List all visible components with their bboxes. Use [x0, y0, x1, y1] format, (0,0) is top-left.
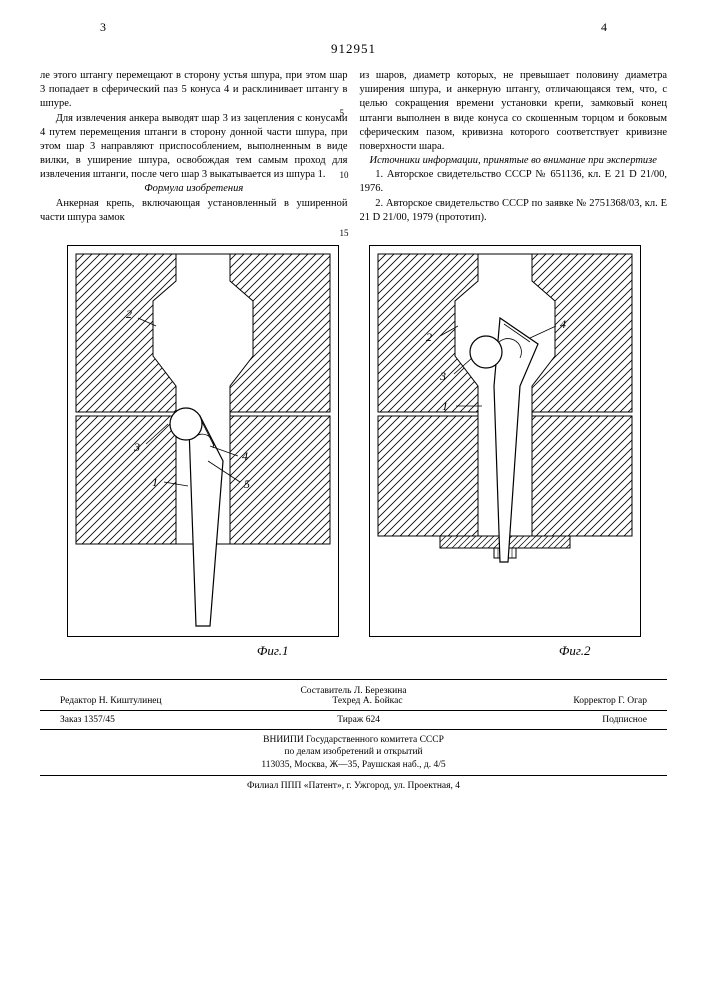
credits-row-1: Редактор Н. Киштулинец Техред А. Бойкас …: [40, 696, 667, 706]
para: Анкерная крепь, включающая установленный…: [40, 197, 348, 225]
para: Для извлечения анкера выводят шар 3 из з…: [40, 112, 348, 183]
column-left: ле этого штангу перемещают в сторону уст…: [40, 69, 348, 225]
formula-heading: Формула изобретения: [40, 182, 348, 196]
line-marker: 15: [340, 227, 352, 239]
page-num-left: 3: [100, 20, 106, 35]
document-number: 912951: [40, 41, 667, 57]
figure-1-svg: 3 4 5 1 2: [68, 246, 338, 636]
line-marker: 10: [340, 169, 352, 181]
corrector: Корректор Г. Огар: [573, 696, 647, 706]
para: 1. Авторское свидетельство СССР № 651136…: [360, 168, 668, 196]
fig2-label-2: 2: [426, 330, 432, 344]
techred: Техред А. Бойкас: [332, 696, 402, 706]
compiler: Составитель Л. Березкина: [40, 686, 667, 696]
footer-l2: по делам изобретений и открытий: [40, 746, 667, 758]
para: из шаров, диаметр которых, не превышает …: [360, 69, 668, 154]
tirazh: Тираж 624: [337, 715, 380, 725]
fig2-label-3: 3: [439, 369, 446, 383]
para: ле этого штангу перемещают в сторону уст…: [40, 69, 348, 112]
fig2-label-4: 4: [560, 317, 566, 331]
footer-l1: ВНИИПИ Государственного комитета СССР: [40, 734, 667, 746]
divider: [40, 775, 667, 776]
footer: ВНИИПИ Государственного комитета СССР по…: [40, 734, 667, 792]
figure-2-caption: Фиг.2: [369, 643, 641, 659]
figure-2-box: 2 3 4 1: [369, 245, 641, 637]
fig1-label-2: 2: [126, 307, 132, 321]
line-marker: 5: [340, 107, 352, 119]
figures-row: 3 4 5 1 2 Фиг.1: [40, 245, 667, 659]
figure-1-box: 3 4 5 1 2: [67, 245, 339, 637]
figure-1-caption: Фиг.1: [67, 643, 339, 659]
credits-block: Составитель Л. Березкина Редактор Н. Киш…: [40, 679, 667, 792]
fig2-label-1: 1: [442, 399, 448, 413]
fig1-label-1: 1: [152, 475, 158, 489]
figure-2-svg: 2 3 4 1: [370, 246, 640, 636]
order: Заказ 1357/45: [60, 715, 115, 725]
fig1-label-3: 3: [133, 440, 140, 454]
divider: [40, 710, 667, 711]
footer-l4: Филиал ППП «Патент», г. Ужгород, ул. Про…: [40, 780, 667, 792]
figure-2: 2 3 4 1 Фиг.2: [369, 245, 641, 659]
patent-page: 3 4 912951 ле этого штангу перемещают в …: [0, 0, 707, 812]
editor: Редактор Н. Киштулинец: [60, 696, 162, 706]
fig1-label-5: 5: [244, 477, 250, 491]
figure-1: 3 4 5 1 2 Фиг.1: [67, 245, 339, 659]
page-numbers: 3 4: [40, 20, 667, 35]
text-columns: ле этого штангу перемещают в сторону уст…: [40, 69, 667, 225]
footer-l3: 113035, Москва, Ж—35, Раушская наб., д. …: [40, 759, 667, 771]
para: 2. Авторское свидетельство СССР по заявк…: [360, 197, 668, 225]
credits-row-2: Заказ 1357/45 Тираж 624 Подписное: [40, 715, 667, 730]
fig1-label-4: 4: [242, 449, 248, 463]
sources-heading: Источники информации, принятые во вниман…: [360, 154, 668, 168]
column-right: 5 10 15 из шаров, диаметр которых, не пр…: [360, 69, 668, 225]
page-num-right: 4: [601, 20, 607, 35]
podpisnoe: Подписное: [602, 715, 647, 725]
